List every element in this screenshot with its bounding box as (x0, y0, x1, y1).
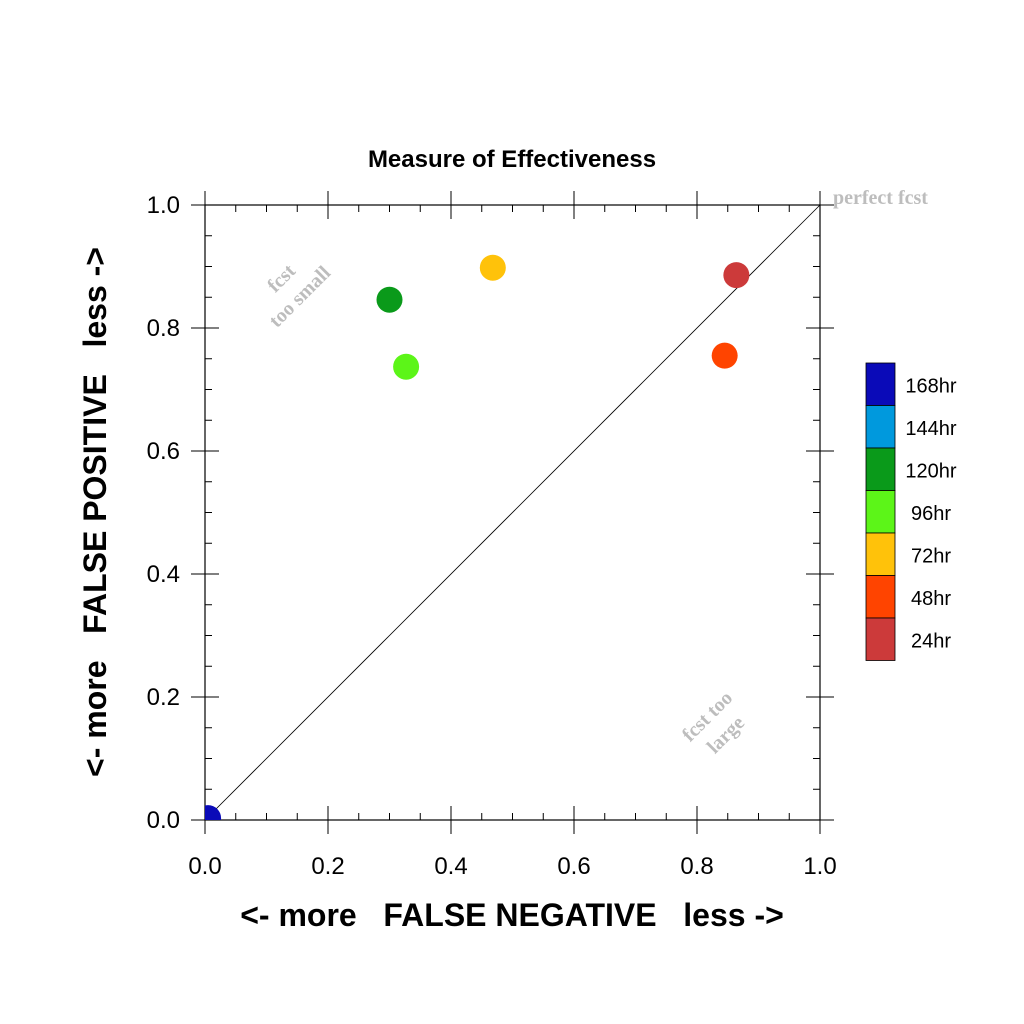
x-tick-label: 0.6 (557, 853, 590, 880)
point-24hr (723, 262, 750, 289)
y-tick-label: 0.4 (147, 561, 180, 588)
x-tick-label: 1.0 (803, 853, 836, 880)
minor-ticks (205, 205, 820, 820)
y-tick-label: 0.2 (147, 684, 180, 711)
legend-swatch-48hr (865, 575, 896, 619)
annotation-too-small: fcst too small (263, 260, 335, 332)
annotation-perfect-fcst: perfect fcst (833, 187, 928, 209)
data-points (205, 254, 750, 820)
legend-label-48hr: 48hr (911, 588, 951, 610)
x-tick-label: 0.4 (434, 853, 467, 880)
legend: 168hr 144hr 120hr 96hr 72hr 48hr 24hr (865, 362, 957, 661)
point-168hr (205, 805, 222, 820)
point-72hr (479, 254, 506, 281)
point-120hr (376, 286, 403, 313)
legend-label-24hr: 24hr (911, 630, 951, 652)
x-tick-label: 0.2 (311, 853, 344, 880)
x-axis-label: <- more FALSE NEGATIVE less -> (240, 897, 784, 933)
x-tick-label: 0.8 (680, 853, 713, 880)
plot-frame (204, 204, 821, 821)
legend-label-96hr: 96hr (911, 503, 951, 525)
annotation-too-large: fcst too large (678, 687, 749, 758)
point-48hr (711, 342, 738, 369)
legend-label-144hr: 144hr (905, 418, 956, 440)
x-tick-label: 0.0 (188, 853, 221, 880)
legend-label-120hr: 120hr (905, 460, 956, 482)
legend-swatch-120hr (865, 447, 896, 491)
x-tick-labels: 0.0 0.2 0.4 0.6 0.8 1.0 (188, 853, 836, 880)
legend-swatch-72hr (865, 532, 896, 576)
perfect-forecast-diagonal (204, 204, 821, 821)
legend-swatch-144hr (865, 405, 896, 449)
y-tick-label: 0.6 (147, 438, 180, 465)
y-tick-label: 1.0 (147, 192, 180, 219)
legend-label-168hr: 168hr (905, 375, 956, 397)
point-96hr (393, 353, 420, 380)
legend-label-72hr: 72hr (911, 545, 951, 567)
y-tick-label: 0.8 (147, 315, 180, 342)
legend-swatch-168hr (865, 362, 896, 406)
y-tick-labels: 0.0 0.2 0.4 0.6 0.8 1.0 (147, 192, 180, 834)
chart-title: Measure of Effectiveness (368, 146, 656, 173)
y-axis-label: <- more FALSE POSITIVE less -> (77, 247, 113, 777)
y-tick-label: 0.0 (147, 807, 180, 834)
legend-swatch-96hr (865, 490, 896, 534)
legend-swatch-24hr (865, 617, 896, 661)
